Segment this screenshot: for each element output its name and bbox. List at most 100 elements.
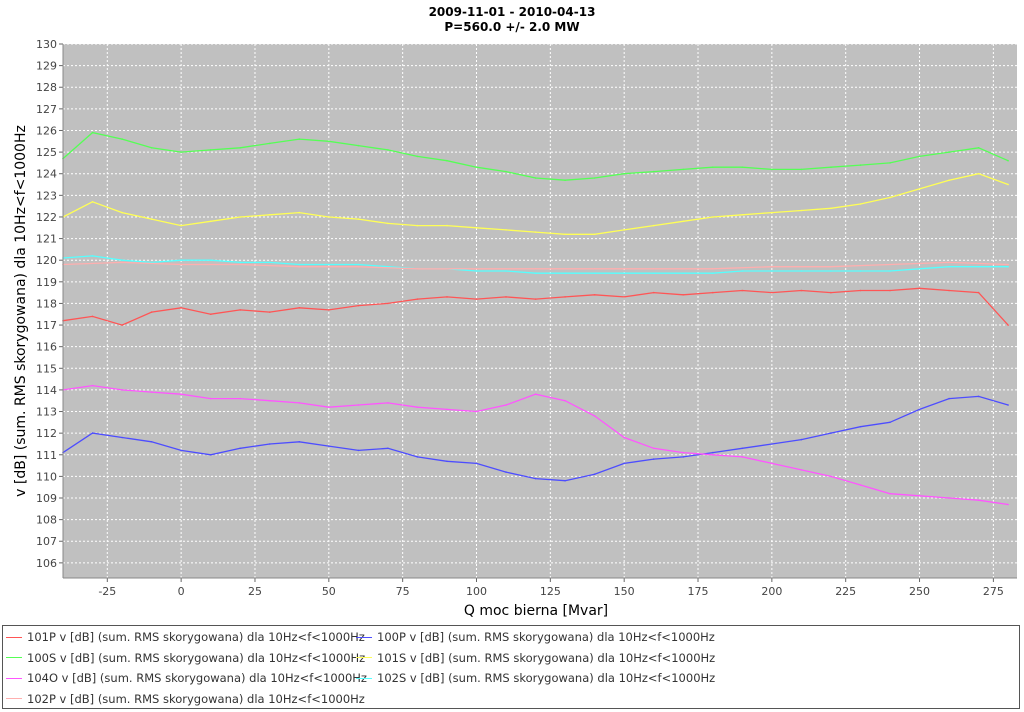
data-point	[741, 214, 744, 216]
data-point	[268, 261, 271, 264]
data-point	[1007, 265, 1009, 268]
data-point	[121, 324, 123, 326]
data-point	[889, 263, 891, 266]
data-point	[652, 224, 655, 227]
chart-title: 2009-11-01 - 2010-04-13	[429, 5, 596, 19]
data-point	[357, 304, 360, 307]
data-point	[446, 460, 448, 463]
data-point	[800, 469, 803, 471]
data-point	[593, 415, 596, 417]
data-point	[918, 408, 921, 411]
y-tick-label: 106	[36, 557, 57, 570]
data-point	[623, 172, 625, 175]
legend-swatch	[6, 636, 22, 638]
data-point	[150, 441, 153, 443]
data-point	[682, 272, 684, 275]
data-point	[209, 454, 212, 456]
data-point	[387, 402, 389, 404]
data-point	[948, 261, 950, 264]
data-point	[830, 265, 832, 268]
legend-item: 101P v [dB] (sum. RMS skorygowana) dla 1…	[6, 629, 365, 645]
data-point	[357, 218, 360, 220]
data-point	[328, 309, 330, 311]
data-point	[741, 270, 744, 272]
data-point	[416, 406, 419, 409]
data-point	[948, 151, 950, 153]
y-tick-label: 108	[36, 514, 57, 527]
data-point	[505, 404, 507, 406]
data-point	[564, 179, 566, 181]
x-tick-label: 25	[248, 585, 262, 598]
data-point	[180, 263, 182, 266]
data-point	[534, 177, 537, 179]
data-point	[859, 203, 862, 205]
data-point	[268, 142, 271, 145]
data-point	[150, 147, 153, 149]
data-point	[357, 404, 360, 406]
legend-swatch	[6, 657, 22, 658]
y-tick-label: 111	[36, 449, 57, 462]
data-point	[534, 477, 537, 480]
x-tick-label: 150	[614, 585, 635, 598]
legend-item: 100P v [dB] (sum. RMS skorygowana) dla 1…	[356, 629, 715, 645]
y-tick-label: 112	[36, 427, 57, 440]
data-point	[771, 270, 773, 272]
data-point	[652, 458, 655, 460]
y-tick-label: 127	[36, 103, 57, 116]
data-point	[830, 166, 832, 168]
data-point	[268, 443, 271, 445]
data-point	[328, 263, 330, 266]
data-point	[475, 410, 478, 413]
data-point	[209, 149, 212, 151]
data-point	[977, 499, 980, 502]
data-point	[91, 201, 94, 203]
series-layer	[62, 131, 1009, 506]
data-point	[1007, 404, 1009, 406]
data-point	[505, 296, 507, 298]
data-point	[446, 224, 448, 227]
y-tick-label: 130	[36, 38, 57, 51]
data-point	[830, 270, 832, 272]
y-tick-label: 119	[36, 276, 57, 289]
legend-item: 104O v [dB] (sum. RMS skorygowana) dla 1…	[6, 670, 367, 686]
data-point	[121, 259, 123, 262]
data-point	[859, 484, 862, 486]
x-tick-label: 175	[688, 585, 709, 598]
y-tick-label: 126	[36, 124, 57, 137]
data-point	[150, 218, 153, 220]
legend-swatch	[356, 636, 372, 638]
data-point	[209, 397, 212, 400]
legend-label: 100P v [dB] (sum. RMS skorygowana) dla 1…	[377, 630, 715, 644]
data-point	[712, 272, 714, 275]
data-point	[1007, 324, 1009, 326]
data-point	[712, 454, 714, 456]
data-point	[91, 315, 94, 318]
legend-swatch	[356, 677, 372, 679]
data-point	[91, 131, 94, 134]
data-point	[564, 399, 566, 402]
data-point	[298, 265, 301, 268]
data-point	[328, 216, 330, 218]
data-point	[889, 289, 891, 292]
data-point	[741, 166, 744, 168]
data-point	[771, 265, 773, 268]
data-point	[328, 406, 330, 409]
data-point	[446, 408, 448, 411]
x-tick-label: 200	[761, 585, 782, 598]
legend-label: 102P v [dB] (sum. RMS skorygowana) dla 1…	[27, 691, 365, 706]
chart-canvas: 2009-11-01 - 2010-04-13 P=560.0 +/- 2.0 …	[13, 5, 1017, 619]
chart-subtitle: P=560.0 +/- 2.0 MW	[444, 20, 579, 34]
data-point	[357, 144, 360, 147]
data-point	[859, 425, 862, 428]
data-point	[298, 211, 301, 214]
data-point	[800, 209, 803, 212]
data-point	[91, 432, 94, 434]
data-point	[298, 307, 301, 309]
legend-label: 104O v [dB] (sum. RMS skorygowana) dla 1…	[27, 671, 367, 685]
legend-swatch	[356, 657, 372, 658]
y-tick-label: 124	[36, 168, 57, 181]
legend-label: 101S v [dB] (sum. RMS skorygowana) dla 1…	[377, 650, 716, 665]
x-tick-label: 100	[466, 585, 487, 598]
data-point	[682, 168, 684, 171]
data-point	[652, 272, 655, 275]
